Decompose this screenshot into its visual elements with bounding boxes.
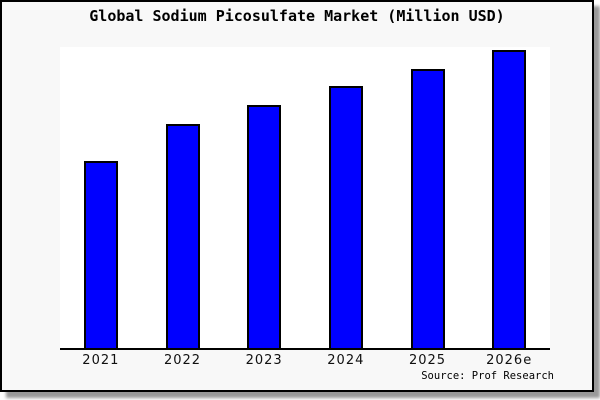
x-axis-labels: 2021 2022 2023 2024 2025 2026e (60, 353, 550, 371)
x-tick-label-2026e: 2026e (486, 353, 533, 368)
plot-area (60, 47, 550, 350)
bar-2025 (410, 69, 445, 348)
source-credit: Source: Prof Research (421, 370, 554, 382)
x-tick-label-2024: 2024 (327, 353, 365, 368)
x-tick-label-2021: 2021 (82, 353, 120, 368)
chart-title: Global Sodium Picosulfate Market (Millio… (89, 7, 505, 25)
x-tick-label-2022: 2022 (163, 353, 202, 368)
bar-2022 (165, 124, 200, 348)
chart-frame: Global Sodium Picosulfate Market (Millio… (0, 0, 594, 392)
bar-2024 (328, 86, 363, 348)
bar-2021 (83, 161, 118, 348)
bar-2026e (492, 50, 527, 348)
x-tick-label-2023: 2023 (245, 353, 283, 368)
x-tick-label-2025: 2025 (408, 353, 447, 368)
bar-2023 (247, 105, 282, 348)
